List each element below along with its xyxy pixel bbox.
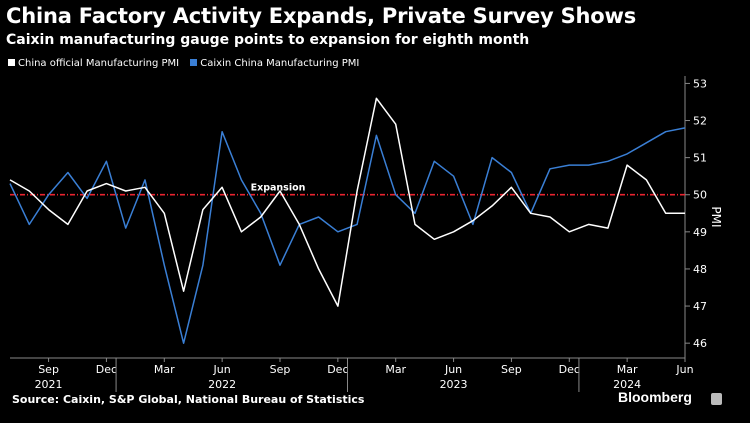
bloomberg-logo: Bloomberg (618, 389, 692, 405)
y-tick-label: 46 (693, 337, 707, 350)
chart-subtitle: Caixin manufacturing gauge points to exp… (6, 32, 530, 48)
y-axis-title: PMI (709, 206, 723, 227)
x-tick-label: Mar (154, 363, 175, 376)
legend-label-official: China official Manufacturing PMI (18, 58, 180, 69)
x-tick-label: Dec (96, 363, 117, 376)
y-tick-label: 53 (693, 77, 707, 90)
bloomberg-terminal-icon (711, 393, 722, 405)
legend-swatch-official (8, 59, 15, 66)
y-tick-label: 50 (693, 189, 707, 202)
x-year-label: 2022 (208, 378, 236, 391)
x-tick-label: Mar (385, 363, 406, 376)
y-tick-label: 51 (693, 152, 707, 165)
x-year-label: 2021 (35, 378, 63, 391)
source-note: Source: Caixin, S&P Global, National Bur… (12, 393, 365, 406)
y-tick-label: 49 (693, 226, 707, 239)
legend-item-caixin: Caixin China Manufacturing PMI (186, 58, 363, 69)
legend-swatch-caixin (190, 59, 198, 66)
y-tick-label: 47 (693, 300, 707, 313)
x-tick-label: Dec (327, 363, 348, 376)
x-tick-label: Jun (675, 363, 693, 376)
x-tick-label: Jun (444, 363, 462, 376)
x-tick-label: Dec (559, 363, 580, 376)
legend-item-official: China official Manufacturing PMI (4, 58, 186, 69)
x-year-label: 2024 (613, 378, 641, 391)
x-tick-label: Sep (270, 363, 291, 376)
official-pmi-line (9, 97, 685, 307)
x-tick-label: Mar (617, 363, 638, 376)
chart-legend: China official Manufacturing PMI Caixin … (4, 58, 363, 69)
x-year-label: 2023 (440, 378, 468, 391)
x-tick-label: Sep (501, 363, 522, 376)
legend-label-caixin: Caixin China Manufacturing PMI (200, 58, 360, 69)
expansion-label: Expansion (251, 183, 306, 194)
y-tick-label: 48 (693, 263, 707, 276)
caixin-pmi-line (9, 127, 686, 344)
x-tick-label: Sep (38, 363, 59, 376)
chart-title: China Factory Activity Expands, Private … (6, 4, 637, 28)
y-tick-label: 52 (693, 115, 707, 128)
x-tick-label: Jun (213, 363, 231, 376)
